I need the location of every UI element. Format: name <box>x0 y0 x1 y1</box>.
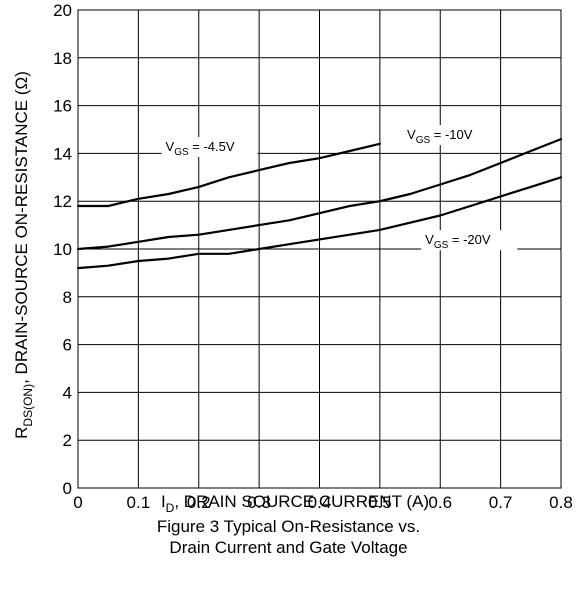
x-tick-label: 0.4 <box>308 493 332 512</box>
x-tick-label: 0.6 <box>428 493 452 512</box>
x-tick-label: 0.7 <box>489 493 513 512</box>
series-labels: VGS = -4.5V VGS = -10V VGS = -20V <box>161 125 518 251</box>
figure-caption-line-2: Drain Current and Gate Voltage <box>169 538 408 557</box>
series-line-1 <box>76 142 381 208</box>
x-axis-title: ID, DRAIN SOURCE CURRENT (A) <box>161 492 429 515</box>
x-tick-label: 0.1 <box>127 493 151 512</box>
y-tick-label: 18 <box>53 49 72 68</box>
x-tick-label: 0.8 <box>549 493 573 512</box>
series-label-1: VGS = -4.5V <box>166 139 235 158</box>
plot-frame <box>77 9 562 489</box>
series-line-2 <box>76 138 563 251</box>
y-tick-label: 14 <box>53 144 72 163</box>
x-tick-label: 0 <box>73 493 82 512</box>
y-tick-label: 8 <box>63 288 72 307</box>
series-label-2: VGS = -10V <box>407 127 473 146</box>
y-axis-title: RDS(ON), DRAIN-SOURCE ON-RESISTANCE (Ω) <box>12 71 35 439</box>
x-tick-label: 0.5 <box>368 493 392 512</box>
y-tick-label: 6 <box>63 336 72 355</box>
tick-labels: 0 0.1 0.2 0.3 0.4 0.5 0.6 0.7 0.8 0 2 4 6 8 10 12 14 16 18… <box>53 1 573 512</box>
series-line-3 <box>76 176 563 270</box>
y-tick-label: 20 <box>53 1 72 20</box>
y-tick-label: 12 <box>53 192 72 211</box>
y-tick-label: 16 <box>53 97 72 116</box>
series-label-background <box>421 230 518 251</box>
series-lines <box>76 138 563 270</box>
on-resistance-chart: 0 0.1 0.2 0.3 0.4 0.5 0.6 0.7 0.8 0 2 4 6 8 10 12 14 16 18… <box>12 1 573 515</box>
grid <box>77 9 562 489</box>
y-tick-label: 2 <box>63 431 72 450</box>
x-tick-label: 0.3 <box>247 493 271 512</box>
series-label-3: VGS = -20V <box>425 232 491 251</box>
x-tick-label: 0.2 <box>187 493 211 512</box>
figure-caption-line-1: Figure 3 Typical On-Resistance vs. <box>156 517 421 536</box>
series-label-background <box>403 125 500 146</box>
y-tick-label: 4 <box>63 383 72 402</box>
y-tick-label: 10 <box>53 240 72 259</box>
y-tick-label: 0 <box>63 479 72 498</box>
series-label-background <box>161 137 258 158</box>
